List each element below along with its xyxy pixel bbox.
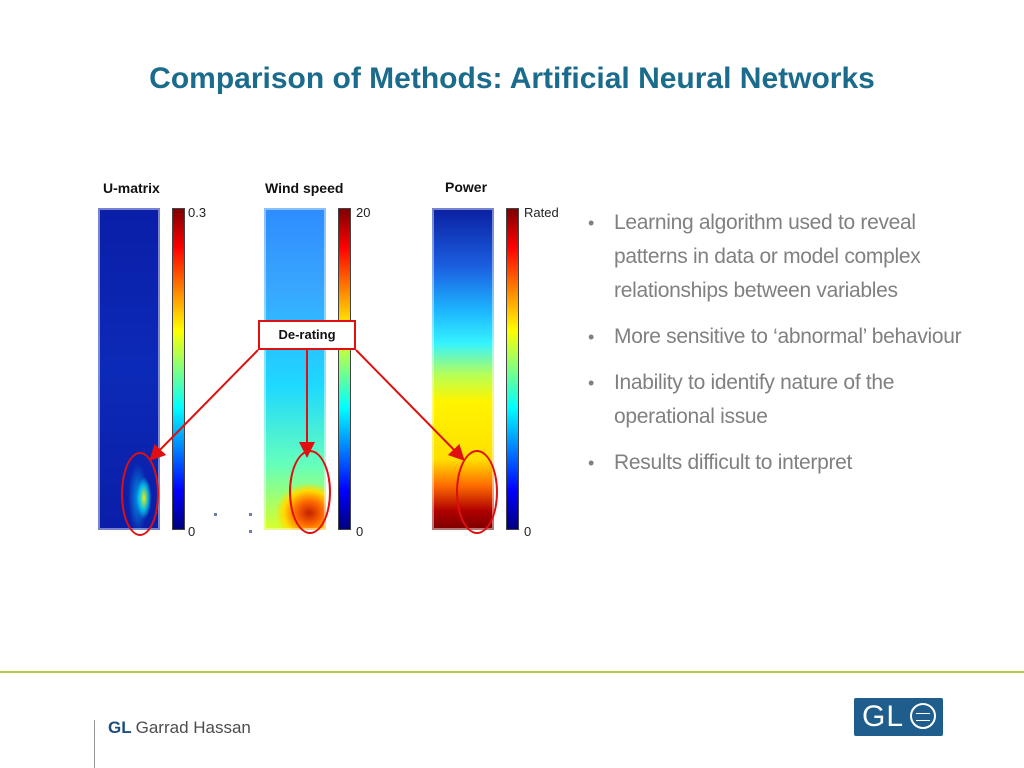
- panel-title-wind-speed: Wind speed: [265, 180, 344, 196]
- footer-vertical-bar: [94, 720, 95, 768]
- arrow-to-power: [355, 349, 465, 461]
- arrow-to-umatrix: [149, 349, 259, 461]
- footer-brand-bold: GL: [108, 718, 132, 737]
- bullet-dot-icon: •: [588, 453, 595, 473]
- bullet-list: • Learning algorithm used to reveal patte…: [584, 206, 984, 492]
- bullet-item: • Results difficult to interpret: [584, 446, 984, 480]
- bullet-dot-icon: •: [588, 213, 595, 233]
- umatrix-scale-max: 0.3: [188, 205, 207, 220]
- umatrix-highlight-ellipse: [121, 452, 159, 536]
- bullet-dot-icon: •: [588, 327, 595, 347]
- gl-logo-text: GL: [862, 700, 905, 733]
- footer-divider: [0, 671, 1024, 673]
- bullet-dot-icon: •: [588, 373, 595, 393]
- wind-speed-scale-min: 0: [356, 524, 364, 539]
- panel-title-power: Power: [445, 179, 488, 195]
- umatrix-scale-min: 0: [188, 524, 196, 539]
- bullet-item: • More sensitive to ‘abnormal’ behaviour: [584, 320, 984, 354]
- footer-brand-text: Garrad Hassan: [135, 718, 251, 737]
- bullet-text: Learning algorithm used to reveal patter…: [614, 211, 921, 302]
- slide-title: Comparison of Methods: Artificial Neural…: [149, 62, 875, 95]
- bullet-item: • Learning algorithm used to reveal patte…: [584, 206, 984, 308]
- bullet-item: • Inability to identify nature of the ope…: [584, 366, 984, 434]
- bullet-text: More sensitive to ‘abnormal’ behaviour: [614, 325, 962, 348]
- wind-speed-scale-max: 20: [356, 205, 371, 220]
- power-scale-max: Rated: [524, 205, 559, 220]
- de-rating-callout: De-rating: [258, 320, 356, 350]
- callout-arrows: [149, 349, 465, 461]
- power-scale-min: 0: [524, 524, 532, 539]
- globe-icon: [910, 703, 936, 729]
- gl-logo: GL: [854, 698, 943, 736]
- umatrix-colorbar: [172, 208, 185, 530]
- bullet-text: Results difficult to interpret: [614, 451, 853, 474]
- wind-speed-colorbar: [338, 208, 351, 530]
- power-highlight-ellipse: [456, 450, 498, 534]
- power-colorbar: [506, 208, 519, 530]
- footer-brand: GL Garrad Hassan: [108, 718, 251, 738]
- bullet-text: Inability to identify nature of the oper…: [614, 371, 895, 428]
- panel-title-umatrix: U-matrix: [103, 180, 160, 196]
- som-figure: U-matrix 0.3 0 Wind speed 20 0 Power Rat…: [92, 172, 582, 552]
